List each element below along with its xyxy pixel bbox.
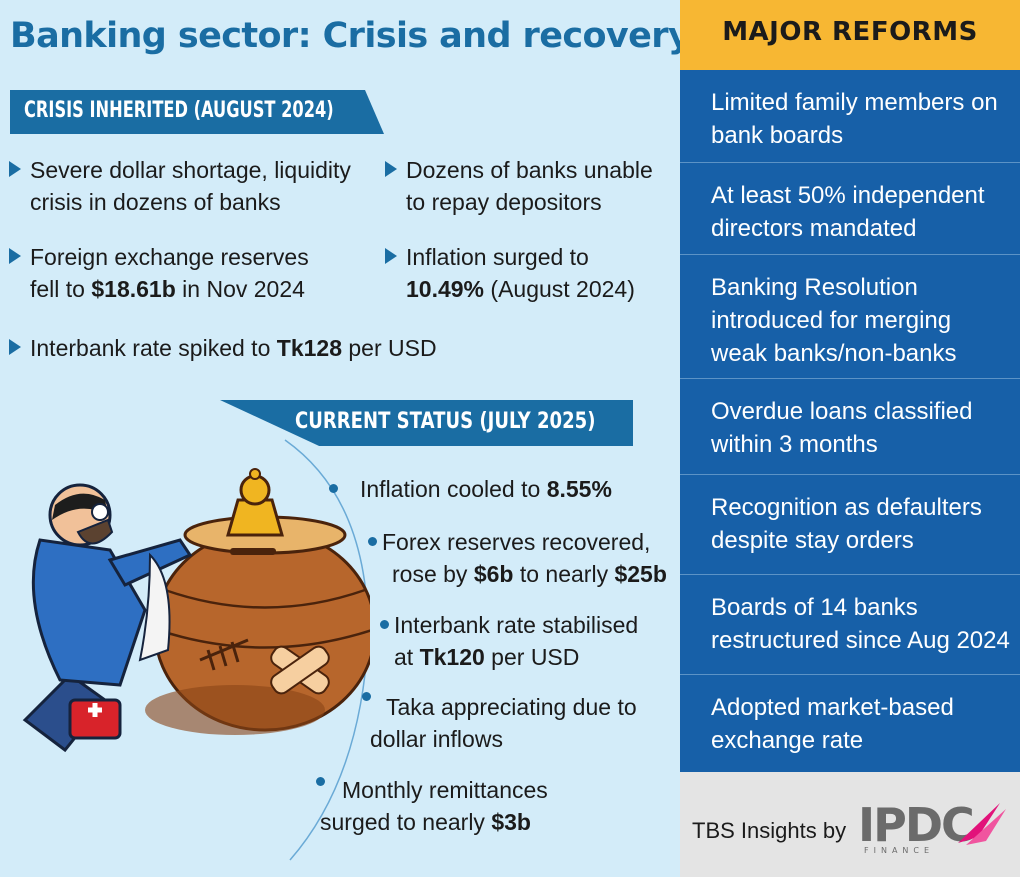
crisis-banner: CRISIS INHERITED (AUGUST 2024) xyxy=(10,90,384,134)
page-title: Banking sector: Crisis and recovery xyxy=(10,16,691,56)
crisis-item: Inflation surged to 10.49% (August 2024) xyxy=(385,241,635,305)
reform-item: Banking Resolution introduced for mergin… xyxy=(680,254,1020,379)
reforms-heading: MAJOR REFORMS xyxy=(722,17,978,47)
illustration-doctor-piggy-bank xyxy=(22,468,370,753)
crisis-heading: CRISIS INHERITED (AUGUST 2024) xyxy=(24,98,334,123)
crisis-item: Severe dollar shortage, liquidity crisis… xyxy=(9,154,351,218)
status-item: Taka appreciating due to dollar inflows xyxy=(362,691,637,755)
dot-bullet-icon xyxy=(362,692,371,701)
reform-item: Adopted market-based exchange rate xyxy=(680,674,1020,773)
left-panel: Banking sector: Crisis and recovery CRIS… xyxy=(9,16,691,861)
reforms-panel: MAJOR REFORMS Limited family members on … xyxy=(680,0,1020,877)
svg-text:FINANCE: FINANCE xyxy=(864,846,934,855)
reforms-header: MAJOR REFORMS xyxy=(680,0,1020,70)
current-heading: CURRENT STATUS (JULY 2025) xyxy=(295,409,596,434)
crisis-item: Foreign exchange reserves fell to $18.61… xyxy=(9,241,309,305)
reform-item: Overdue loans classified within 3 months xyxy=(680,378,1020,475)
dot-bullet-icon xyxy=(316,777,325,786)
status-item: Monthly remittances surged to nearly $3b xyxy=(316,774,548,838)
crisis-item: Interbank rate spiked to Tk128 per USD xyxy=(9,332,437,364)
reform-item: Boards of 14 banks restructured since Au… xyxy=(680,574,1020,675)
ipdc-finance-logo: IPDC FINANCE xyxy=(858,798,1006,855)
triangle-bullet-icon xyxy=(9,161,21,177)
triangle-bullet-icon xyxy=(385,248,397,264)
dot-bullet-icon xyxy=(329,484,338,493)
reform-item: At least 50% independent directors manda… xyxy=(680,162,1020,255)
triangle-bullet-icon xyxy=(9,339,21,355)
reforms-list: Limited family members on bank boards At… xyxy=(680,70,1020,772)
reform-item: Limited family members on bank boards xyxy=(711,89,998,149)
status-item: Inflation cooled to 8.55% xyxy=(329,473,612,505)
svg-text:IPDC: IPDC xyxy=(858,798,973,852)
credit-text: TBS Insights by xyxy=(692,818,847,843)
dot-bullet-icon xyxy=(380,620,389,629)
crisis-item: Dozens of banks unable to repay deposito… xyxy=(385,154,653,218)
reform-item: Recognition as defaulters despite stay o… xyxy=(680,474,1020,575)
triangle-bullet-icon xyxy=(9,248,21,264)
triangle-bullet-icon xyxy=(385,161,397,177)
status-item: Forex reserves recovered, rose by $6b to… xyxy=(368,526,667,590)
dot-bullet-icon xyxy=(368,537,377,546)
status-item: Interbank rate stabilised at Tk120 per U… xyxy=(380,609,638,673)
